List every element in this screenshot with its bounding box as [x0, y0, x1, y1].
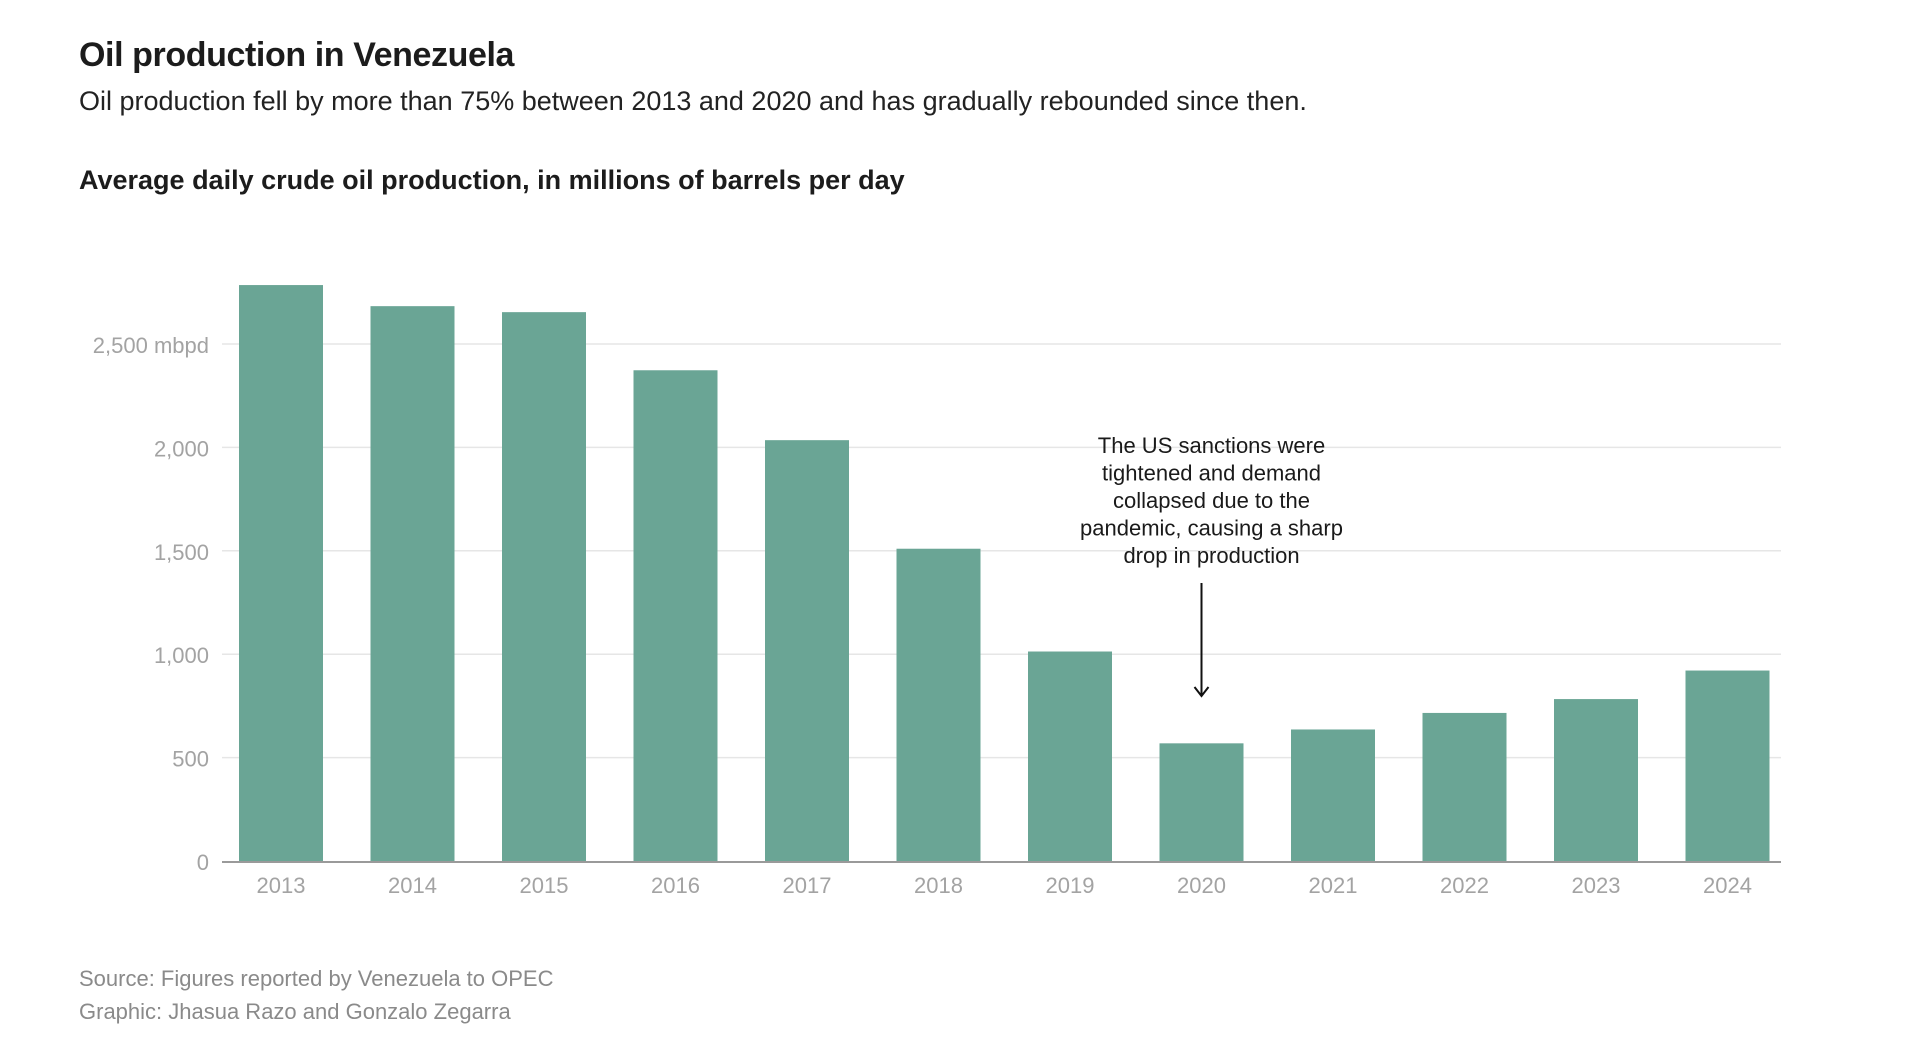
- annotation-text-line: collapsed due to the: [1113, 488, 1310, 513]
- bar-2023: [1554, 699, 1638, 861]
- graphic-credit: Graphic: Jhasua Razo and Gonzalo Zegarra: [79, 999, 511, 1024]
- x-tick-label: 2019: [1046, 873, 1095, 898]
- y-tick-label: 1,500: [154, 540, 209, 565]
- bar-2014: [370, 306, 455, 861]
- x-tick-label: 2022: [1440, 873, 1489, 898]
- x-tick-label: 2021: [1309, 873, 1358, 898]
- gridlines: [222, 343, 1781, 759]
- y-tick-label: 2,000: [154, 436, 209, 461]
- x-tick-label: 2018: [914, 873, 963, 898]
- bar-2021: [1291, 729, 1375, 861]
- bar-2019: [1028, 651, 1112, 861]
- bar-2016: [633, 370, 718, 861]
- x-tick-label: 2020: [1177, 873, 1226, 898]
- chart-axis-heading: Average daily crude oil production, in m…: [79, 165, 905, 195]
- y-tick-label: 500: [172, 747, 209, 772]
- y-tick-label: 0: [197, 850, 209, 875]
- bar-2022: [1422, 712, 1507, 861]
- bar-2020: [1159, 743, 1244, 861]
- annotation: The US sanctions were tightened and deman…: [1080, 433, 1343, 698]
- bar-2024: [1685, 670, 1770, 861]
- x-tick-label: 2014: [388, 873, 437, 898]
- annotation-text-line: tightened and demand: [1102, 461, 1321, 486]
- bar-2017: [765, 440, 849, 861]
- chart-subtitle: Oil production fell by more than 75% bet…: [79, 86, 1307, 116]
- footer: Source: Figures reported by Venezuela to…: [79, 962, 553, 1028]
- x-tick-label: 2015: [520, 873, 569, 898]
- y-tick-label: 1,000: [154, 643, 209, 668]
- bar-2018: [896, 548, 981, 861]
- x-tick-label: 2024: [1703, 873, 1752, 898]
- x-tick-label: 2017: [783, 873, 832, 898]
- bars: [239, 285, 1770, 861]
- chart-title: Oil production in Venezuela: [79, 36, 515, 74]
- x-tick-label: 2013: [257, 873, 306, 898]
- bar-2015: [502, 312, 586, 861]
- annotation-text-line: drop in production: [1123, 543, 1299, 568]
- source-note: Source: Figures reported by Venezuela to…: [79, 966, 554, 991]
- annotation-text-line: The US sanctions were: [1098, 433, 1325, 458]
- annotation-arrow-head: [1193, 686, 1210, 698]
- x-tick-label: 2016: [651, 873, 700, 898]
- tick-labels: 0 500 1,000 1,500 2,000 2,500 mbpd 2013 2014 201…: [93, 333, 1752, 898]
- bar-2013: [239, 285, 323, 861]
- y-tick-label: 2,500 mbpd: [93, 333, 209, 358]
- annotation-text-line: pandemic, causing a sharp: [1080, 516, 1343, 541]
- x-tick-label: 2023: [1572, 873, 1621, 898]
